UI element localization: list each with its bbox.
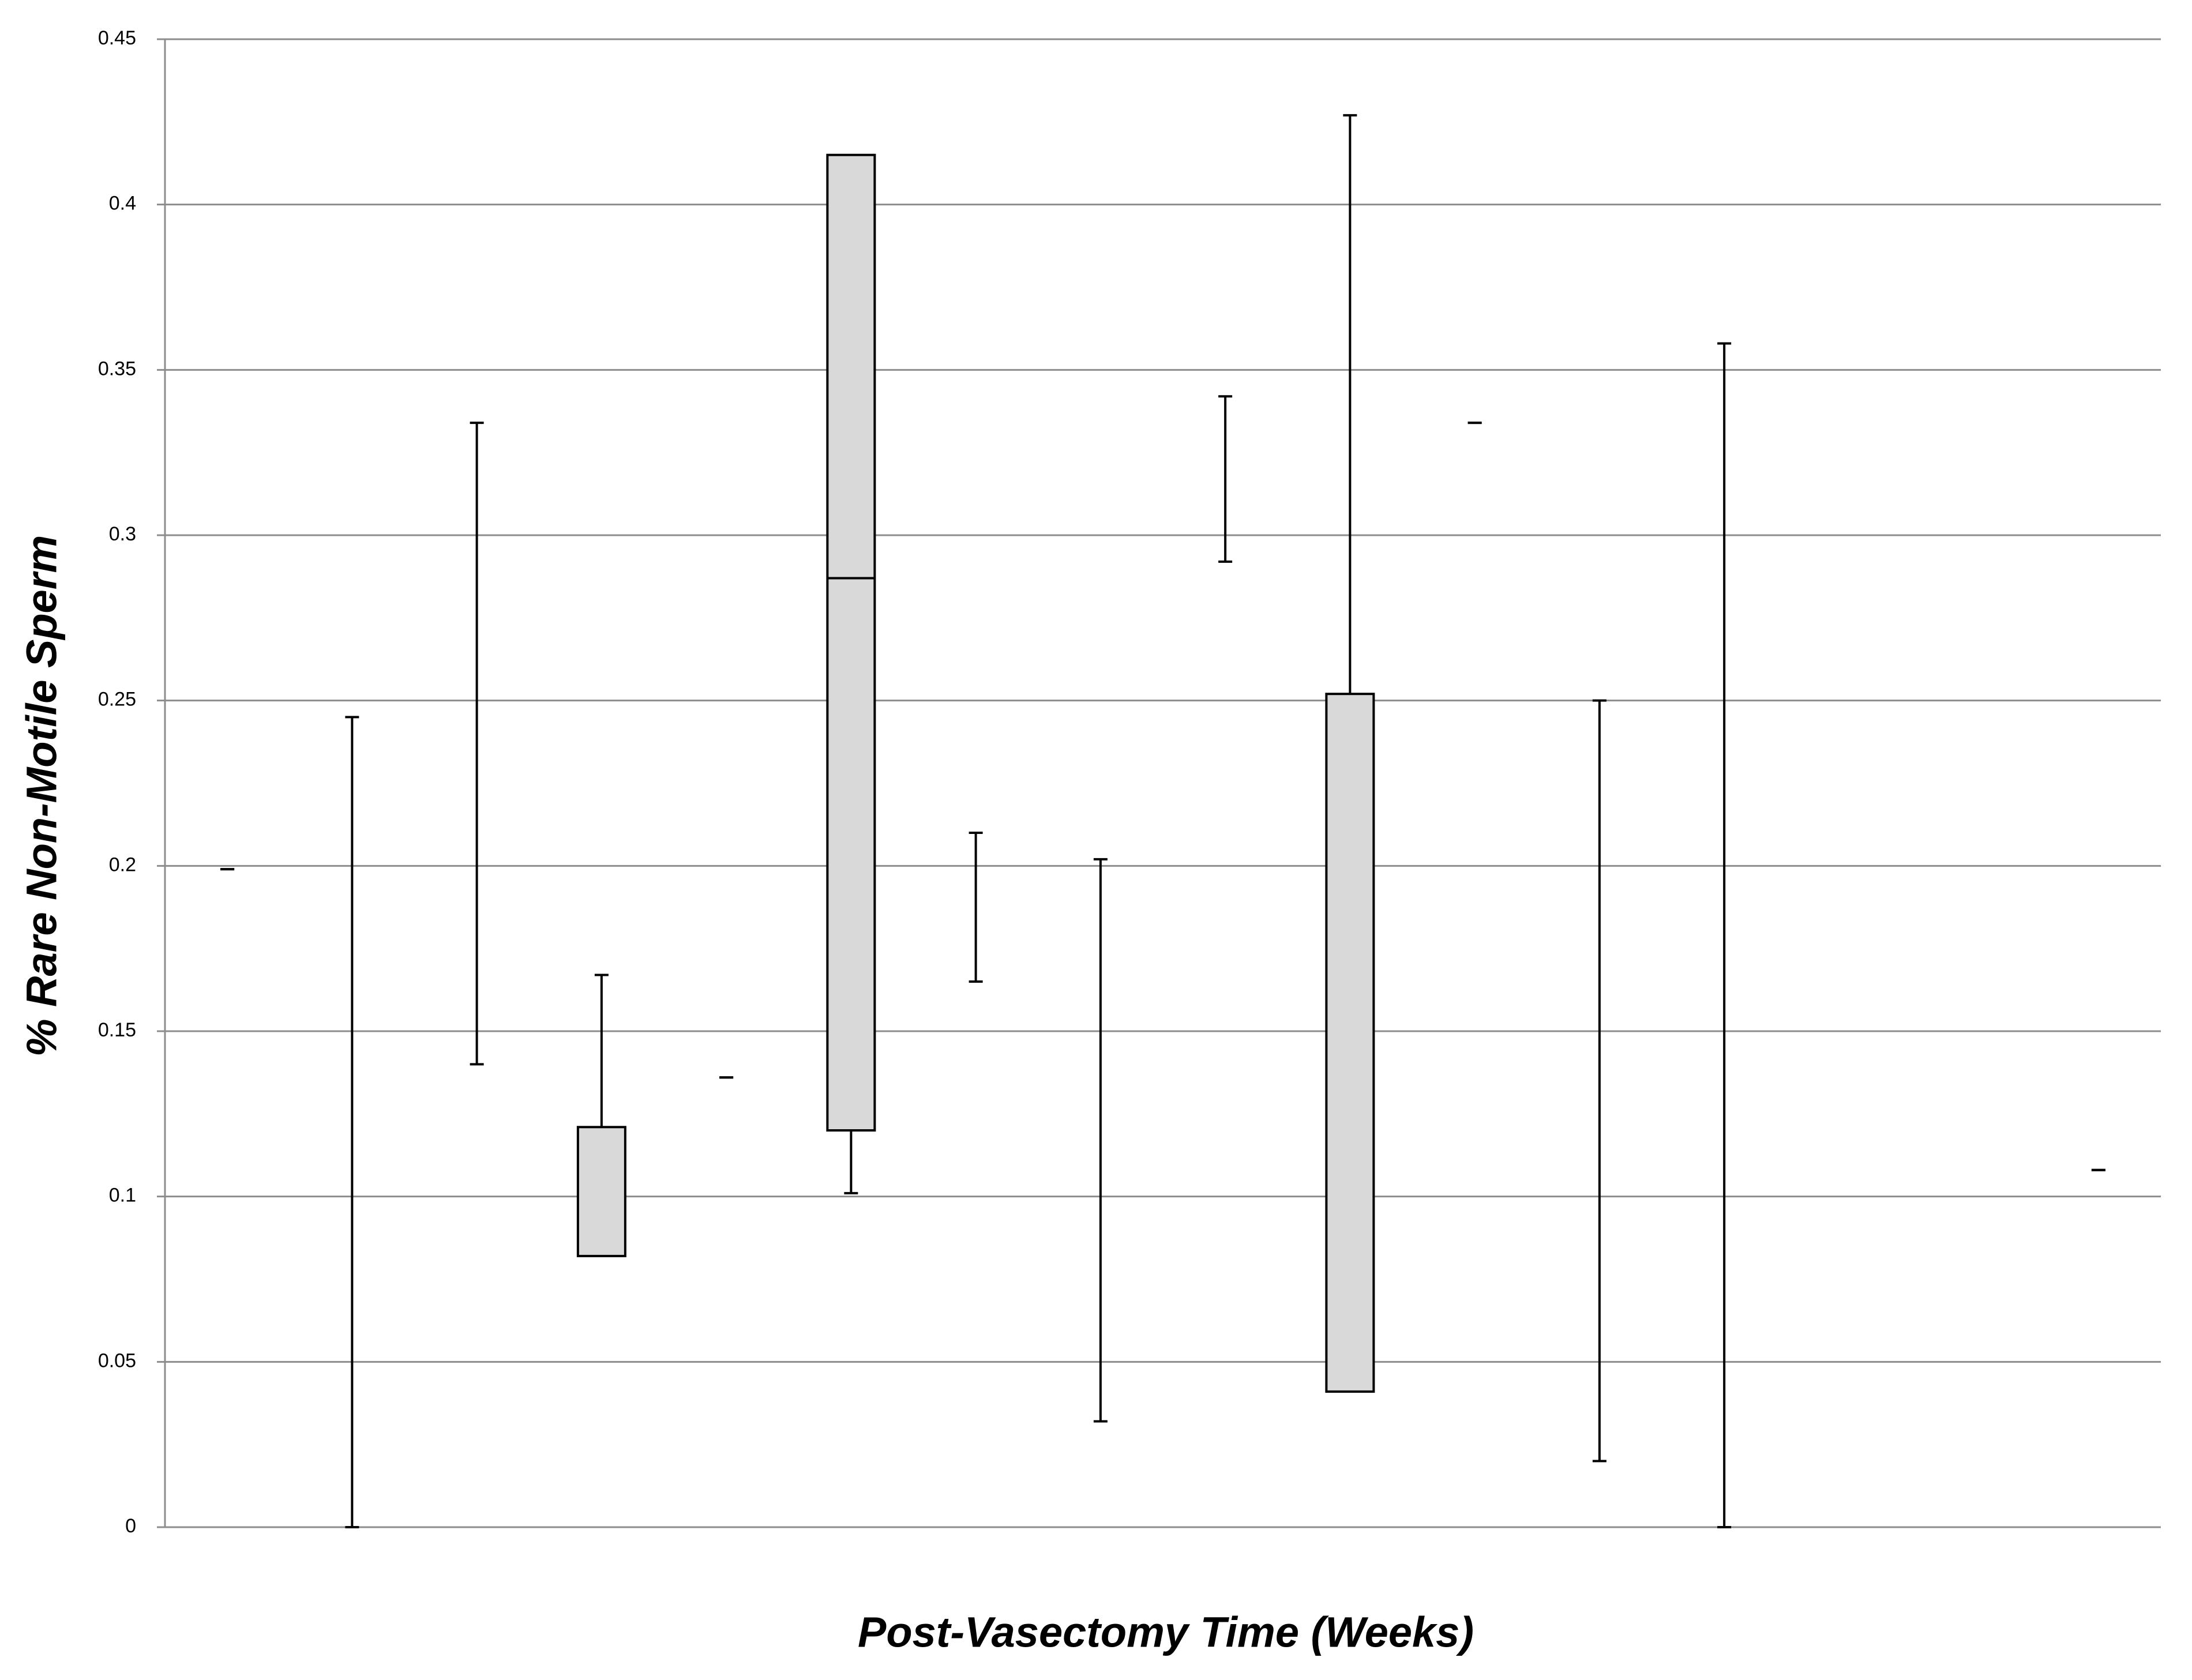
box (1325, 693, 1375, 1393)
y-tick-label: 0.15 (98, 1019, 136, 1041)
y-tick-label: 0.4 (109, 193, 136, 215)
x-axis-title: Post-Vasectomy Time (Weeks) (858, 1608, 1474, 1656)
y-tick-label: 0.1 (109, 1185, 136, 1207)
y-axis-title: % Rare Non-Motile Sperm (18, 535, 66, 1057)
y-tick-label: 0 (125, 1515, 136, 1537)
box (576, 1126, 626, 1257)
y-tick-label: 0.45 (98, 27, 136, 49)
y-tick-label: 0.2 (109, 854, 136, 875)
y-tick-label: 0.25 (98, 689, 136, 711)
y-tick-label: 0.3 (109, 523, 136, 545)
box (826, 153, 876, 1132)
y-tick-label: 0.35 (98, 358, 136, 379)
y-tick-label: 0.05 (98, 1350, 136, 1371)
